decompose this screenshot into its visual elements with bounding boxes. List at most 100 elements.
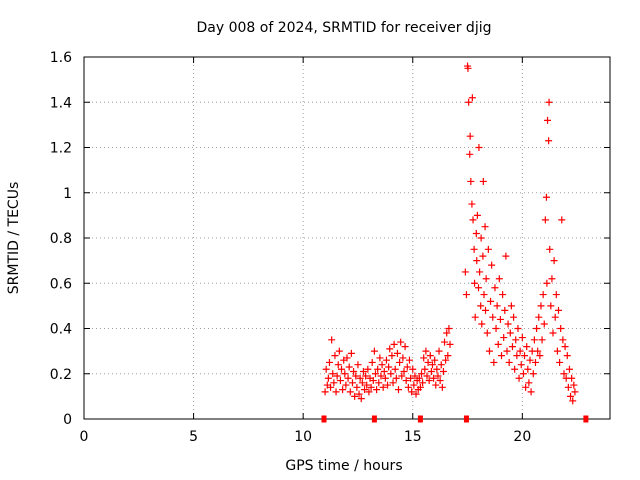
data-point bbox=[322, 365, 330, 373]
data-point bbox=[477, 302, 485, 310]
data-point bbox=[484, 245, 492, 253]
data-point bbox=[373, 386, 381, 394]
data-point bbox=[471, 313, 479, 321]
data-point bbox=[418, 370, 426, 378]
data-point bbox=[409, 365, 417, 373]
data-point bbox=[437, 361, 445, 369]
data-point bbox=[433, 365, 441, 373]
data-point bbox=[513, 352, 521, 360]
data-point bbox=[508, 343, 516, 351]
data-point bbox=[419, 379, 427, 387]
data-point bbox=[445, 325, 453, 332]
data-point bbox=[438, 383, 446, 391]
y-tick-label: 1.2 bbox=[50, 141, 72, 157]
data-point bbox=[527, 388, 535, 396]
data-point bbox=[424, 358, 432, 366]
data-point bbox=[524, 365, 532, 373]
data-point bbox=[430, 374, 438, 382]
data-point bbox=[382, 356, 390, 364]
data-point bbox=[479, 252, 487, 260]
data-point bbox=[443, 329, 451, 337]
data-point bbox=[354, 361, 362, 369]
data-point bbox=[352, 372, 360, 380]
data-point bbox=[517, 361, 525, 369]
data-point bbox=[381, 374, 389, 382]
y-tick-label: 1.4 bbox=[50, 95, 72, 111]
bottom-marker bbox=[417, 415, 423, 423]
data-point bbox=[534, 347, 542, 355]
data-point bbox=[330, 379, 338, 387]
data-point bbox=[363, 381, 371, 389]
data-point bbox=[496, 315, 504, 323]
data-point bbox=[510, 313, 518, 321]
data-point bbox=[442, 356, 450, 364]
data-point bbox=[392, 374, 400, 382]
data-point bbox=[408, 388, 416, 396]
data-point bbox=[516, 347, 524, 355]
data-point bbox=[530, 336, 538, 344]
data-point bbox=[507, 302, 515, 310]
data-point bbox=[334, 361, 342, 369]
data-point bbox=[327, 383, 335, 391]
data-point bbox=[347, 349, 355, 357]
data-point bbox=[489, 313, 497, 321]
data-point bbox=[502, 252, 510, 260]
data-point bbox=[400, 367, 408, 375]
x-tick-label: 5 bbox=[189, 429, 198, 445]
data-point bbox=[405, 356, 413, 364]
data-point bbox=[469, 216, 477, 224]
data-point bbox=[545, 98, 553, 106]
data-point bbox=[423, 372, 431, 380]
data-point bbox=[503, 347, 511, 355]
data-point bbox=[522, 383, 530, 391]
data-point bbox=[515, 374, 523, 382]
data-point bbox=[378, 361, 386, 369]
data-point bbox=[498, 352, 506, 360]
data-point bbox=[504, 320, 512, 328]
data-point bbox=[511, 365, 519, 373]
data-point bbox=[529, 370, 537, 378]
data-point bbox=[357, 395, 365, 403]
data-point bbox=[538, 336, 546, 344]
data-point bbox=[344, 374, 352, 382]
data-point bbox=[404, 383, 412, 391]
data-point bbox=[466, 150, 474, 158]
data-point bbox=[351, 392, 359, 400]
data-point bbox=[533, 325, 541, 332]
y-tick-label: 0.8 bbox=[50, 231, 72, 247]
data-point bbox=[365, 388, 373, 396]
data-point bbox=[482, 275, 490, 283]
x-tick-label: 0 bbox=[80, 429, 89, 445]
data-point bbox=[540, 320, 548, 328]
data-point bbox=[480, 291, 488, 299]
data-point bbox=[412, 390, 420, 398]
bottom-marker bbox=[371, 415, 377, 423]
data-point bbox=[367, 383, 375, 391]
data-point bbox=[465, 98, 473, 106]
data-point bbox=[346, 388, 354, 396]
data-point bbox=[559, 336, 567, 344]
data-point bbox=[550, 257, 558, 265]
data-point bbox=[557, 325, 565, 332]
data-point bbox=[364, 365, 372, 373]
data-point bbox=[470, 245, 478, 253]
data-point bbox=[491, 284, 499, 292]
data-point bbox=[523, 343, 531, 351]
data-point bbox=[415, 374, 423, 382]
data-point bbox=[545, 137, 553, 145]
data-point bbox=[495, 275, 503, 283]
data-point bbox=[487, 297, 495, 305]
data-point bbox=[564, 383, 572, 391]
data-point bbox=[321, 388, 329, 396]
data-point bbox=[444, 352, 452, 360]
data-point bbox=[472, 229, 480, 237]
data-point bbox=[541, 216, 549, 224]
data-point bbox=[335, 347, 343, 355]
data-point bbox=[353, 383, 361, 391]
data-point bbox=[494, 340, 502, 348]
data-point bbox=[526, 356, 534, 364]
data-point bbox=[388, 352, 396, 360]
data-point bbox=[549, 329, 557, 337]
data-point bbox=[356, 374, 364, 382]
